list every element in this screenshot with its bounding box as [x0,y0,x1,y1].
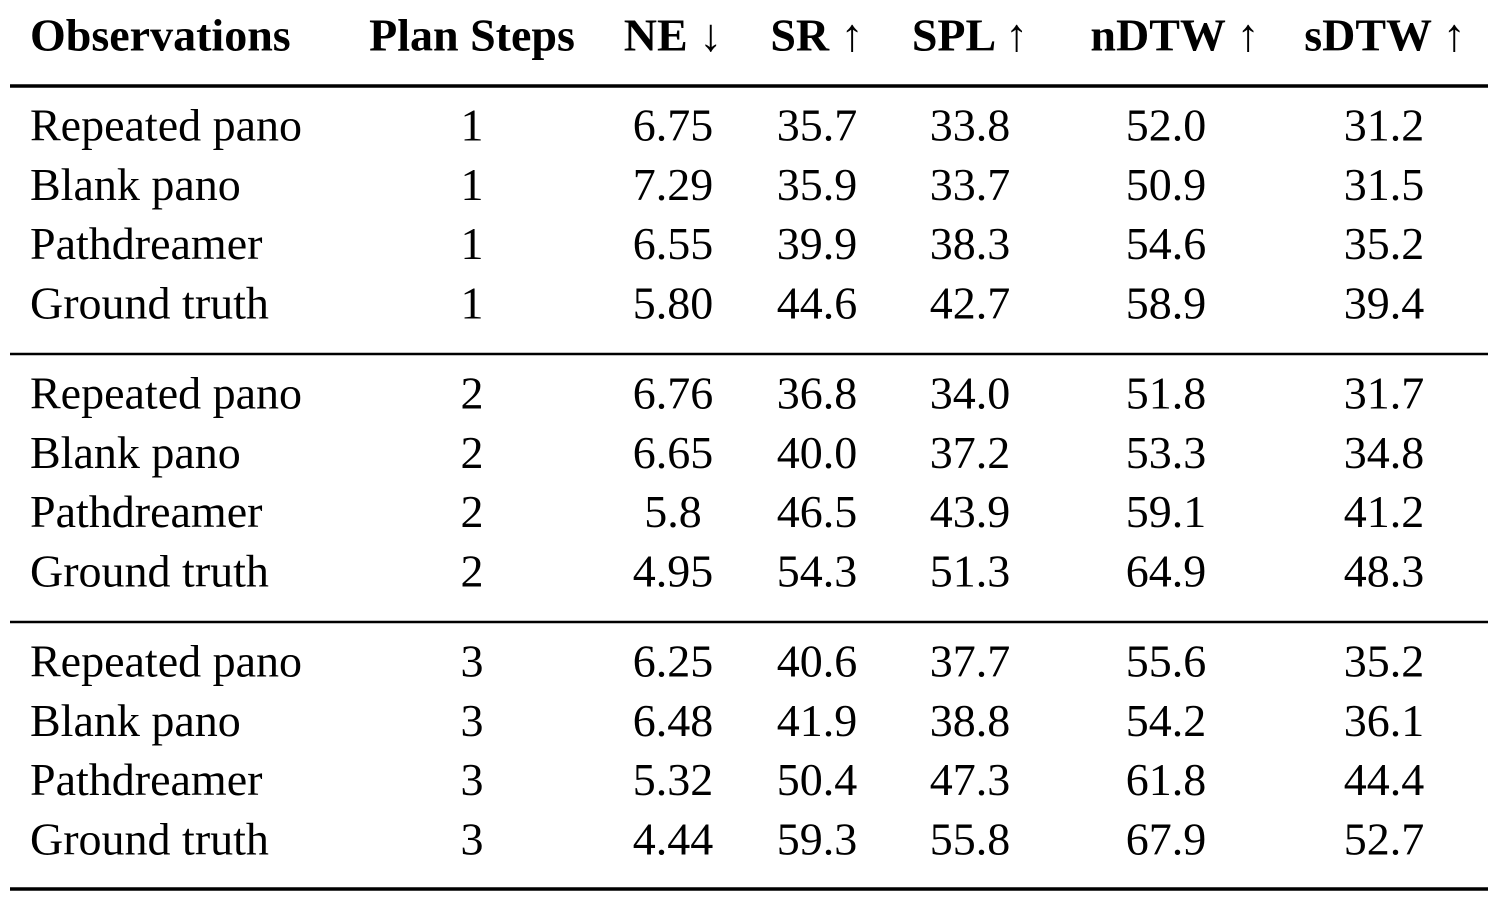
cell: 48.3 [1344,545,1425,596]
cell: 2 [461,368,484,419]
cell: 61.8 [1126,754,1207,805]
cell: 38.8 [930,695,1011,746]
column-header: SPL ↑ [912,10,1028,61]
cell: 34.0 [930,368,1011,419]
row-label: Pathdreamer [30,218,262,269]
cell: 6.25 [633,636,714,687]
cell: 6.76 [633,368,714,419]
row-label: Pathdreamer [30,754,262,805]
cell: 5.32 [633,754,714,805]
cell: 35.2 [1344,218,1425,269]
row-label: Repeated pano [30,100,302,151]
cell: 53.3 [1126,427,1207,478]
cell: 64.9 [1126,545,1207,596]
cell: 38.3 [930,218,1011,269]
row-label: Ground truth [30,277,269,328]
cell: 3 [461,695,484,746]
cell: 36.8 [777,368,858,419]
cell: 43.9 [930,486,1011,537]
cell: 31.5 [1344,159,1425,210]
cell: 1 [461,277,484,328]
cell: 40.0 [777,427,858,478]
cell: 50.4 [777,754,858,805]
cell: 3 [461,636,484,687]
cell: 39.4 [1344,277,1425,328]
cell: 41.2 [1344,486,1425,537]
cell: 51.3 [930,545,1011,596]
cell: 5.8 [644,486,702,537]
row-label: Blank pano [30,427,241,478]
cell: 55.8 [930,813,1011,864]
cell: 33.7 [930,159,1011,210]
column-header: SR ↑ [770,10,863,61]
cell: 50.9 [1126,159,1207,210]
cell: 6.48 [633,695,714,746]
cell: 54.3 [777,545,858,596]
row-label: Blank pano [30,159,241,210]
cell: 2 [461,545,484,596]
cell: 31.2 [1344,100,1425,151]
cell: 7.29 [633,159,714,210]
row-label: Blank pano [30,695,241,746]
cell: 3 [461,813,484,864]
row-label: Repeated pano [30,368,302,419]
cell: 59.1 [1126,486,1207,537]
cell: 40.6 [777,636,858,687]
cell: 44.4 [1344,754,1425,805]
cell: 47.3 [930,754,1011,805]
cell: 37.2 [930,427,1011,478]
column-header: sDTW ↑ [1304,10,1465,61]
row-label: Ground truth [30,545,269,596]
cell: 51.8 [1126,368,1207,419]
cell: 3 [461,754,484,805]
cell: 5.80 [633,277,714,328]
row-label: Ground truth [30,813,269,864]
cell: 37.7 [930,636,1011,687]
cell: 1 [461,100,484,151]
cell: 34.8 [1344,427,1425,478]
row-label: Pathdreamer [30,486,262,537]
cell: 6.65 [633,427,714,478]
cell: 35.7 [777,100,858,151]
cell: 1 [461,159,484,210]
cell: 2 [461,427,484,478]
cell: 39.9 [777,218,858,269]
cell: 67.9 [1126,813,1207,864]
cell: 41.9 [777,695,858,746]
cell: 33.8 [930,100,1011,151]
cell: 4.95 [633,545,714,596]
cell: 59.3 [777,813,858,864]
cell: 31.7 [1344,368,1425,419]
cell: 44.6 [777,277,858,328]
row-label: Repeated pano [30,636,302,687]
cell: 54.2 [1126,695,1207,746]
column-header: nDTW ↑ [1090,10,1259,61]
cell: 52.0 [1126,100,1207,151]
cell: 36.1 [1344,695,1425,746]
cell: 35.9 [777,159,858,210]
cell: 55.6 [1126,636,1207,687]
column-header: Observations [30,10,291,61]
cell: 52.7 [1344,813,1425,864]
cell: 6.55 [633,218,714,269]
column-header: Plan Steps [369,10,575,61]
cell: 58.9 [1126,277,1207,328]
column-header: NE ↓ [624,10,722,61]
cell: 35.2 [1344,636,1425,687]
cell: 6.75 [633,100,714,151]
cell: 1 [461,218,484,269]
cell: 54.6 [1126,218,1207,269]
cell: 42.7 [930,277,1011,328]
cell: 2 [461,486,484,537]
cell: 46.5 [777,486,858,537]
cell: 4.44 [633,813,714,864]
